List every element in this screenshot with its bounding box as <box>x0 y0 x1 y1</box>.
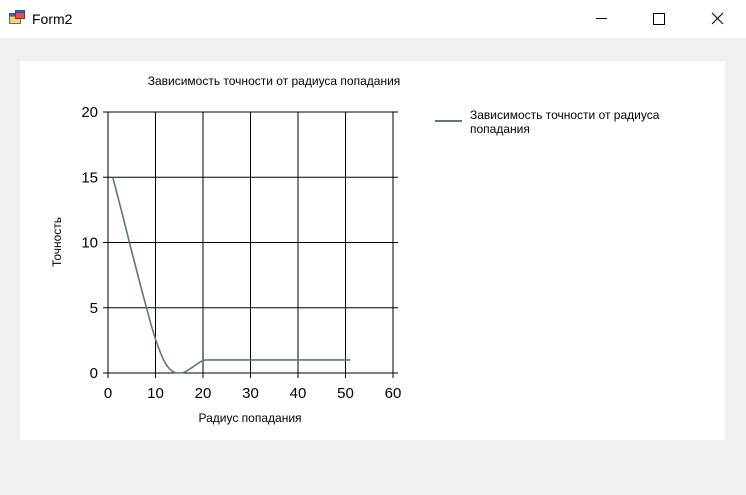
x-tick-label: 10 <box>147 385 164 402</box>
line-chart: Зависимость точности от радиуса попадани… <box>50 74 401 425</box>
close-icon <box>711 12 724 25</box>
y-axis-label: Точность <box>50 217 64 267</box>
x-tick-label: 20 <box>195 385 212 402</box>
y-tick-label: 15 <box>81 169 98 186</box>
x-tick-label: 30 <box>242 385 259 402</box>
minimize-icon <box>596 18 607 19</box>
x-tick-label: 50 <box>337 385 354 402</box>
chart-series <box>111 177 351 374</box>
legend-entry-label: Зависимость точности от радиуса попадани… <box>470 108 660 136</box>
y-tick-label: 5 <box>90 300 98 317</box>
app-form-icon <box>9 10 25 24</box>
maximize-icon <box>653 13 665 25</box>
title-bar: Form2 <box>0 0 746 38</box>
minimize-button[interactable] <box>578 0 624 38</box>
chart-grid <box>103 111 398 378</box>
legend-swatch <box>435 120 462 122</box>
chart-ticks: 0 10 20 30 40 50 60 0 5 10 15 20 <box>81 104 401 402</box>
window-title: Form2 <box>32 11 73 27</box>
close-button[interactable] <box>693 0 739 38</box>
chart-title: Зависимость точности от радиуса попадани… <box>148 74 401 88</box>
y-tick-label: 20 <box>81 104 98 121</box>
maximize-button[interactable] <box>635 0 681 38</box>
series-line <box>111 177 351 374</box>
x-tick-label: 40 <box>290 385 307 402</box>
y-tick-label: 10 <box>81 235 98 252</box>
y-tick-label: 0 <box>90 365 98 382</box>
x-tick-label: 60 <box>385 385 402 402</box>
chart-panel: Зависимость точности от радиуса попадани… <box>20 61 725 440</box>
x-tick-label: 0 <box>104 385 112 402</box>
x-axis-label: Радиус попадания <box>198 411 301 425</box>
